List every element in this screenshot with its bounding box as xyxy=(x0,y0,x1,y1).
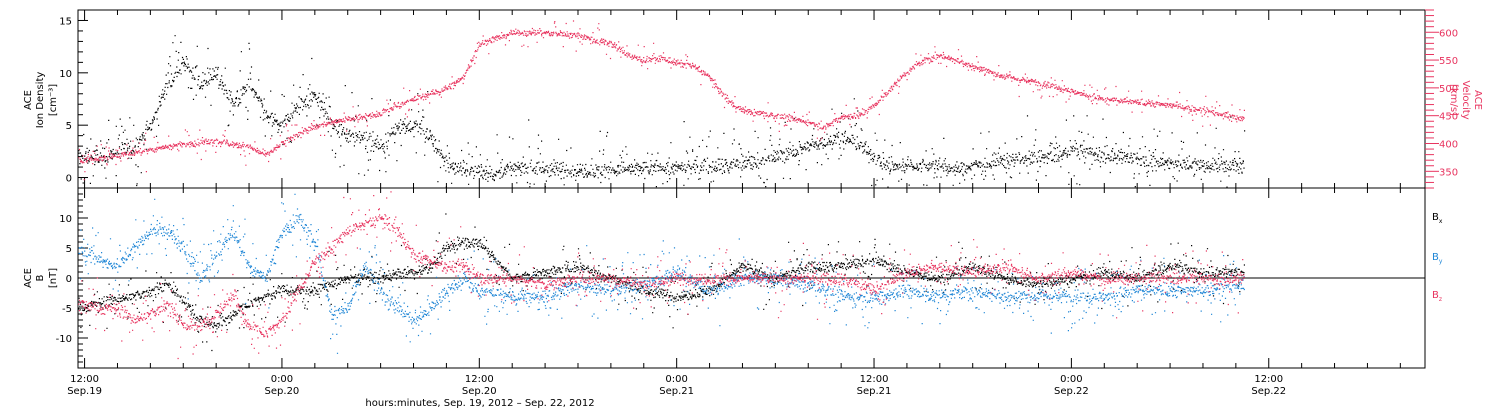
x-tick-labels: 12:00Sep.190:00Sep.2012:00Sep.200:00Sep.… xyxy=(67,374,1286,397)
top-left-axis: 0 5 10 15 xyxy=(59,9,88,189)
bottom-panel: -10 -5 0 5 10 ACE B [nT] Bx By Bz xyxy=(23,187,1443,369)
top-left-label-ace: ACE xyxy=(23,90,34,110)
y-tick-label: 400 xyxy=(1439,140,1458,151)
x-axis-title: hours:minutes, Sep. 19, 2012 – Sep. 22, … xyxy=(365,398,594,409)
legend-bx: Bx xyxy=(1432,212,1443,225)
x-tick-date: Sep.19 xyxy=(67,386,102,397)
top-right-label-ace: ACE xyxy=(1472,90,1483,110)
x-tick-time: 12:00 xyxy=(465,374,494,385)
bottom-data-points xyxy=(78,191,1245,360)
x-tick-time: 12:00 xyxy=(1254,374,1283,385)
y-tick-label: 0 xyxy=(66,274,72,285)
y-tick-label: 15 xyxy=(59,16,72,27)
legend-bx-sub: x xyxy=(1439,218,1443,225)
top-left-label-ion-density: Ion Density xyxy=(35,72,46,129)
legend-by-sub: y xyxy=(1439,258,1443,265)
top-panel: 0 5 10 15 350 400 450 500 550 600 ACE Ion Densit… xyxy=(23,9,1483,189)
bottom-left-label-ace: ACE xyxy=(23,268,34,288)
top-right-axis: 350 400 450 500 550 600 xyxy=(1425,9,1458,189)
top-data-points xyxy=(78,20,1246,188)
x-tick-time: 0:00 xyxy=(1060,374,1082,385)
y-tick-label: 550 xyxy=(1439,56,1458,67)
y-tick-label: 0 xyxy=(66,174,72,185)
x-tick-date: Sep.21 xyxy=(659,386,694,397)
top-right-label-velocity: Velocity xyxy=(1460,80,1471,119)
legend-bz-sub: z xyxy=(1439,296,1442,303)
x-tick-date: Sep.20 xyxy=(265,386,300,397)
y-tick-label: 10 xyxy=(59,69,72,80)
legend-by: By xyxy=(1432,252,1443,265)
x-tick-date: Sep.22 xyxy=(1054,386,1089,397)
x-tick-date: Sep.22 xyxy=(1251,386,1286,397)
x-tick-date: Sep.21 xyxy=(857,386,892,397)
y-tick-label: 5 xyxy=(66,121,72,132)
y-tick-label: 10 xyxy=(59,214,72,225)
y-tick-label: 5 xyxy=(66,244,72,255)
y-tick-label: 600 xyxy=(1439,28,1458,39)
series-points-Bx xyxy=(78,213,1245,352)
legend-bz-label: B xyxy=(1432,290,1439,301)
legend-bz: Bz xyxy=(1432,290,1442,303)
legend: Bx By Bz xyxy=(1432,212,1443,303)
top-x-ticks xyxy=(84,10,1401,188)
top-panel-frame xyxy=(77,9,1426,189)
y-tick-label: 350 xyxy=(1439,167,1458,178)
x-tick-time: 12:00 xyxy=(860,374,889,385)
series-points-pink xyxy=(78,20,1246,181)
bottom-left-unit: [nT] xyxy=(48,268,59,288)
bottom-x-ticks xyxy=(84,188,1401,368)
x-tick-time: 0:00 xyxy=(665,374,687,385)
x-tick-date: Sep.20 xyxy=(462,386,497,397)
y-tick-label: 500 xyxy=(1439,84,1458,95)
top-right-unit: [km/s] xyxy=(1448,84,1459,116)
series-points-By xyxy=(78,193,1245,354)
legend-bx-label: B xyxy=(1432,212,1439,223)
legend-by-label: B xyxy=(1432,252,1439,263)
x-tick-time: 12:00 xyxy=(70,374,99,385)
x-tick-time: 0:00 xyxy=(271,374,293,385)
bottom-left-label-b: B xyxy=(35,274,46,281)
y-tick-label: -5 xyxy=(62,304,72,315)
top-left-unit: [cm⁻³] xyxy=(48,84,59,116)
y-tick-label: 450 xyxy=(1439,112,1458,123)
y-tick-label: -10 xyxy=(56,334,72,345)
